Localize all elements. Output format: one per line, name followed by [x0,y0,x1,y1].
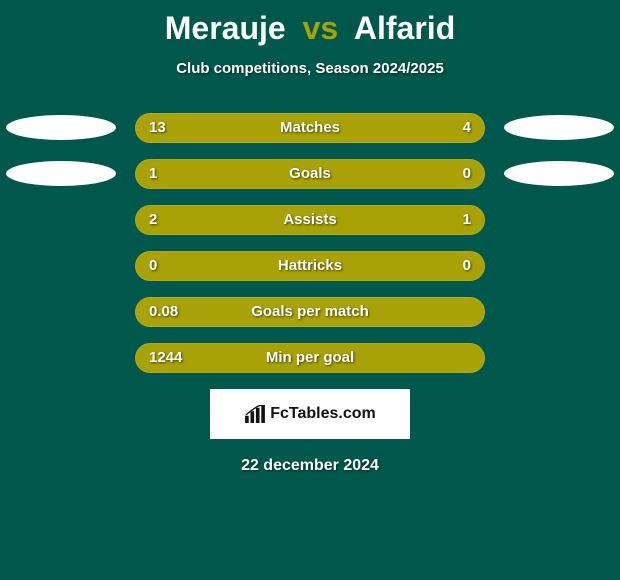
stat-bar-track: 21Assists [135,205,485,235]
team-badge-left [6,115,116,140]
stat-bar-track: 10Goals [135,159,485,189]
stat-row: 00Hattricks [0,251,620,281]
stats-container: 134Matches 10Goals 21Assists 00Hattricks 0.0… [0,113,620,373]
stat-row: 10Goals [0,159,620,189]
stat-label: Goals [135,159,485,189]
stat-bar-track: 0.08Goals per match [135,297,485,327]
team-badge-right [504,115,614,140]
stat-row: 134Matches [0,113,620,143]
vs-separator: vs [303,10,339,46]
bars-icon [244,405,266,423]
page-title: Merauje vs Alfarid [0,0,620,50]
stat-label: Goals per match [135,297,485,327]
stat-row: 1244Min per goal [0,343,620,373]
stat-row: 21Assists [0,205,620,235]
watermark-text: FcTables.com [270,405,376,423]
stat-label: Assists [135,205,485,235]
stat-bar-track: 134Matches [135,113,485,143]
subtitle: Club competitions, Season 2024/2025 [0,60,620,77]
stat-row: 0.08Goals per match [0,297,620,327]
stat-label: Min per goal [135,343,485,373]
team-badge-left [6,161,116,186]
date-label: 22 december 2024 [0,457,620,475]
player2-name: Alfarid [354,10,455,46]
watermark: FcTables.com [210,389,410,439]
stat-bar-track: 1244Min per goal [135,343,485,373]
team-badge-right [504,161,614,186]
stat-label: Hattricks [135,251,485,281]
stat-bar-track: 00Hattricks [135,251,485,281]
stat-label: Matches [135,113,485,143]
player1-name: Merauje [165,10,286,46]
